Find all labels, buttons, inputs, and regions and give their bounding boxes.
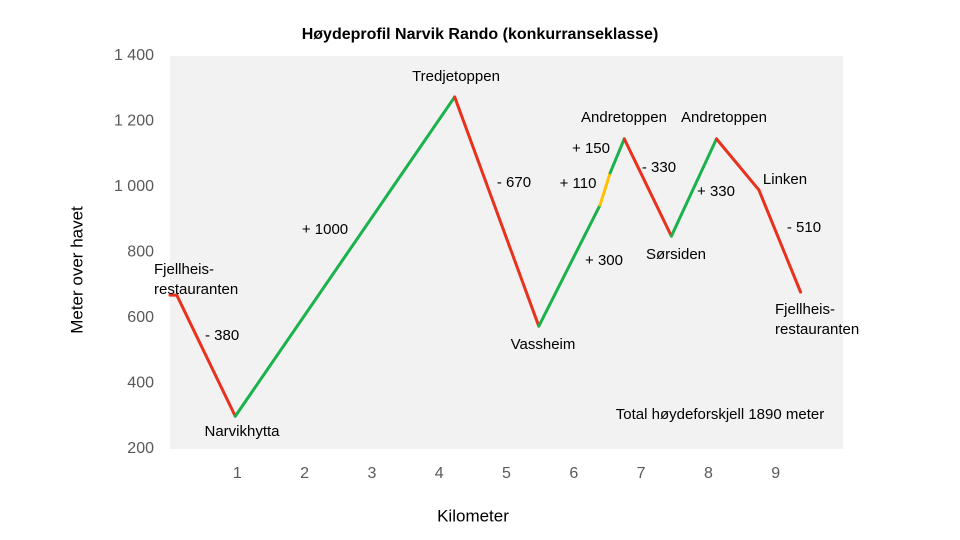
point-label: Narvikhytta	[204, 423, 280, 440]
x-tick-label: 7	[637, 465, 646, 482]
x-tick-label: 1	[233, 465, 242, 482]
point-label: Andretoppen	[581, 109, 667, 126]
x-tick-label: 8	[704, 465, 713, 482]
x-axis-label: Kilometer	[437, 506, 509, 525]
y-tick-label: 800	[127, 244, 154, 261]
profile-segment	[669, 137, 718, 238]
profile-segment	[714, 137, 761, 192]
segment-label: - 510	[787, 219, 821, 236]
annotation: Total høydeforskjell 1890 meter	[616, 406, 824, 423]
segment-label: + 1000	[302, 221, 348, 238]
profile-segment	[537, 203, 602, 328]
point-label: Linken	[763, 171, 807, 188]
point-label: Vassheim	[511, 336, 576, 353]
point-label: Fjellheis-restauranten	[154, 261, 238, 298]
y-tick-label: 1 000	[114, 178, 154, 195]
profile-segment	[175, 293, 237, 418]
x-tick-label: 4	[435, 465, 444, 482]
point-label: Tredjetoppen	[412, 68, 500, 85]
x-tick-label: 6	[569, 465, 578, 482]
point-label: Sørsiden	[646, 246, 706, 263]
segment-label: + 300	[585, 252, 623, 269]
segment-label: + 330	[697, 183, 735, 200]
y-axis-label: Meter over havet	[67, 206, 86, 334]
x-tick-label: 5	[502, 465, 511, 482]
profile-segment	[608, 137, 626, 175]
x-tick-label: 9	[771, 465, 780, 482]
profile-segment	[757, 188, 803, 294]
y-tick-label: 1 200	[114, 113, 154, 130]
segment-label: - 670	[497, 174, 531, 191]
profile-segment	[453, 95, 541, 328]
point-label: Fjellheis-restauranten	[775, 301, 859, 338]
segment-label: - 330	[642, 159, 676, 176]
point-label: Andretoppen	[681, 109, 767, 126]
plot-area	[170, 56, 843, 449]
profile-segment	[233, 95, 457, 418]
chart-title: Høydeprofil Narvik Rando (konkurransekla…	[302, 26, 659, 43]
segment-label: + 110	[560, 175, 597, 192]
y-tick-label: 600	[127, 309, 154, 326]
x-tick-label: 3	[367, 465, 376, 482]
y-tick-label: 400	[127, 375, 154, 392]
y-tick-label: 1 400	[114, 47, 154, 64]
profile-segment	[598, 171, 612, 207]
y-tick-label: 200	[127, 440, 154, 457]
segment-label: + 150	[572, 140, 610, 157]
profile-segment	[622, 137, 673, 238]
x-tick-label: 2	[300, 465, 309, 482]
segment-label: - 380	[205, 327, 239, 344]
